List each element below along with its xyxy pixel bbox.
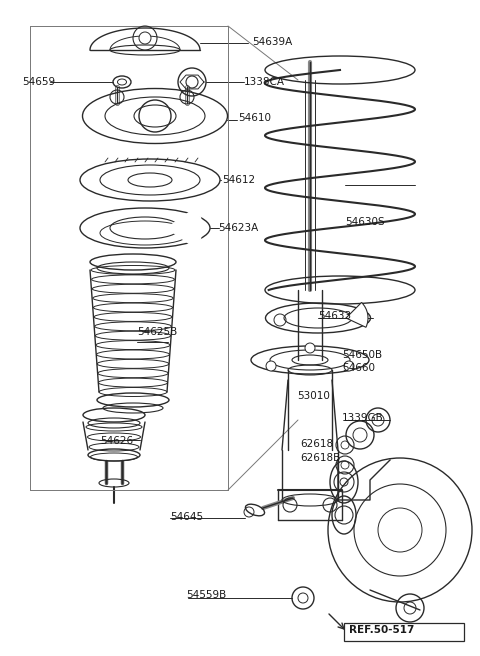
Text: 54633: 54633 [318, 311, 351, 321]
Text: 1338CA: 1338CA [244, 77, 285, 87]
Wedge shape [346, 302, 368, 327]
Text: 62618: 62618 [300, 439, 333, 449]
Text: 62618B: 62618B [300, 453, 340, 463]
Circle shape [139, 32, 151, 44]
Text: 53010: 53010 [297, 391, 330, 401]
Text: 54625B: 54625B [137, 327, 177, 337]
Text: 54639A: 54639A [252, 37, 292, 47]
Text: 54610: 54610 [238, 113, 271, 123]
Circle shape [305, 343, 315, 353]
Text: 54650B: 54650B [342, 350, 382, 360]
Text: 1339GB: 1339GB [342, 413, 384, 423]
Text: 54623A: 54623A [218, 223, 258, 233]
Circle shape [266, 361, 276, 371]
Text: REF.50-517: REF.50-517 [349, 625, 414, 635]
Wedge shape [167, 208, 202, 248]
Text: 54626: 54626 [100, 436, 133, 446]
Text: 54660: 54660 [342, 363, 375, 373]
Text: 54612: 54612 [222, 175, 255, 185]
Text: 54630S: 54630S [345, 217, 384, 227]
Circle shape [344, 361, 354, 371]
Text: 54645: 54645 [170, 512, 203, 522]
Text: 54559B: 54559B [186, 590, 226, 600]
Text: 54659: 54659 [22, 77, 55, 87]
FancyBboxPatch shape [344, 623, 464, 641]
